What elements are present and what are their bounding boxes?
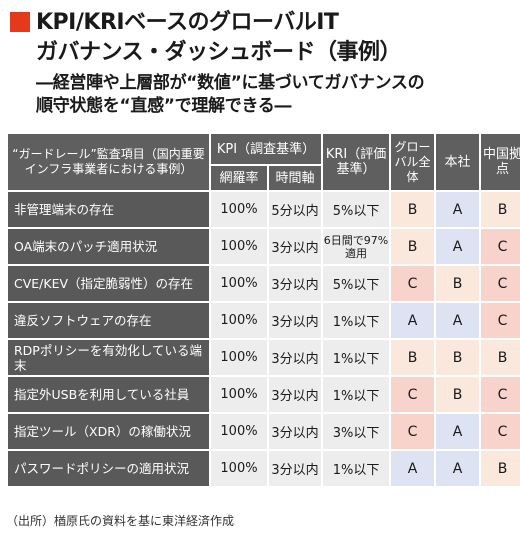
- title-block: KPI/KRIベースのグローバルIT ガバナンス・ダッシュボード（事例）: [10, 8, 515, 68]
- time-axis-cell: 3分以内: [269, 266, 322, 301]
- coverage-cell: 100%: [211, 303, 267, 338]
- time-axis-cell: 3分以内: [269, 414, 322, 449]
- kri-cell: 5%以下: [323, 192, 390, 227]
- global-grade-cell: C: [391, 377, 435, 412]
- china-grade-cell: C: [481, 414, 520, 449]
- time-axis-cell: 3分以内: [269, 377, 322, 412]
- audit-item-cell: CVE/KEV（指定脆弱性）の存在: [8, 266, 209, 301]
- subtitle-line-1: ―経営陣や上層部が“数値”に基づいてガバナンスの: [36, 73, 425, 93]
- table-row: CVE/KEV（指定脆弱性）の存在 100% 3分以内 5%以下 C B C: [8, 266, 520, 301]
- source-note: （出所）楢原氏の資料を基に東洋経済作成: [6, 514, 235, 528]
- header-kri: KRI（評価基準）: [323, 134, 390, 190]
- hq-grade-cell: A: [436, 229, 480, 264]
- coverage-cell: 100%: [211, 229, 267, 264]
- china-grade-cell: C: [481, 303, 520, 338]
- global-grade-cell: C: [391, 266, 435, 301]
- header-hq: 本社: [436, 134, 480, 190]
- table-row: 非管理端末の存在 100% 5分以内 5%以下 B A B: [8, 192, 520, 227]
- time-axis-cell: 3分以内: [269, 229, 322, 264]
- hq-grade-cell: A: [436, 414, 480, 449]
- kri-cell: 1%以下: [323, 340, 390, 375]
- audit-item-cell: 非管理端末の存在: [8, 192, 209, 227]
- table-row: 指定外USBを利用している社員 100% 3分以内 1%以下 C B C: [8, 377, 520, 412]
- china-grade-cell: C: [481, 266, 520, 301]
- audit-item-cell: 指定外USBを利用している社員: [8, 377, 209, 412]
- hq-grade-cell: B: [436, 340, 480, 375]
- china-grade-cell: B: [481, 192, 520, 227]
- audit-item-cell: OA端末のパッチ適用状況: [8, 229, 209, 264]
- coverage-cell: 100%: [211, 266, 267, 301]
- kri-cell: 1%以下: [323, 303, 390, 338]
- table-row: OA端末のパッチ適用状況 100% 3分以内 6日間で97%適用 B A C: [8, 229, 520, 264]
- global-grade-cell: B: [391, 340, 435, 375]
- time-axis-cell: 3分以内: [269, 451, 322, 486]
- coverage-cell: 100%: [211, 451, 267, 486]
- header-time-axis: 時間軸: [269, 166, 322, 190]
- audit-item-cell: パスワードポリシーの適用状況: [8, 451, 209, 486]
- global-grade-cell: A: [391, 451, 435, 486]
- global-grade-cell: B: [391, 229, 435, 264]
- china-grade-cell: C: [481, 229, 520, 264]
- kri-cell: 1%以下: [323, 377, 390, 412]
- coverage-cell: 100%: [211, 340, 267, 375]
- china-grade-cell: B: [481, 340, 520, 375]
- time-axis-cell: 3分以内: [269, 340, 322, 375]
- kri-cell: 3%以下: [323, 414, 390, 449]
- global-grade-cell: C: [391, 414, 435, 449]
- china-grade-cell: B: [481, 451, 520, 486]
- kri-cell: 1%以下: [323, 451, 390, 486]
- coverage-cell: 100%: [211, 377, 267, 412]
- hq-grade-cell: A: [436, 303, 480, 338]
- hq-grade-cell: B: [436, 377, 480, 412]
- china-grade-cell: C: [481, 377, 520, 412]
- global-grade-cell: A: [391, 303, 435, 338]
- header-china: 中国拠点: [481, 134, 520, 190]
- kri-cell: 5%以下: [323, 266, 390, 301]
- header-kpi: KPI（調査基準）: [211, 134, 322, 164]
- hq-grade-cell: B: [436, 266, 480, 301]
- audit-item-cell: 違反ソフトウェアの存在: [8, 303, 209, 338]
- time-axis-cell: 3分以内: [269, 303, 322, 338]
- header-audit-item: “ガードレール”監査項目（国内重要インフラ事業者における事例）: [8, 134, 209, 190]
- header-coverage: 網羅率: [211, 166, 267, 190]
- title-line-1: KPI/KRIベースのグローバルIT: [36, 10, 339, 35]
- time-axis-cell: 5分以内: [269, 192, 322, 227]
- table-row: 指定ツール（XDR）の稼働状況 100% 3分以内 3%以下 C A C: [8, 414, 520, 449]
- coverage-cell: 100%: [211, 192, 267, 227]
- governance-table: “ガードレール”監査項目（国内重要インフラ事業者における事例） KPI（調査基準…: [6, 132, 520, 488]
- title-marker: [10, 12, 30, 32]
- subtitle-line-2: 順守状態を“直感”で理解できる―: [36, 96, 292, 116]
- global-grade-cell: B: [391, 192, 435, 227]
- kri-cell: 6日間で97%適用: [323, 229, 390, 264]
- table-row: RDPポリシーを有効化している端末 100% 3分以内 1%以下 B B B: [8, 340, 520, 375]
- hq-grade-cell: A: [436, 451, 480, 486]
- table-row: パスワードポリシーの適用状況 100% 3分以内 1%以下 A A B: [8, 451, 520, 486]
- audit-item-cell: RDPポリシーを有効化している端末: [8, 340, 209, 375]
- subtitle: ―経営陣や上層部が“数値”に基づいてガバナンスの 順守状態を“直感”で理解できる…: [36, 72, 516, 118]
- header-global: グローバル全体: [391, 134, 435, 190]
- coverage-cell: 100%: [211, 414, 267, 449]
- table-row: 違反ソフトウェアの存在 100% 3分以内 1%以下 A A C: [8, 303, 520, 338]
- audit-item-cell: 指定ツール（XDR）の稼働状況: [8, 414, 209, 449]
- title-line-2: ガバナンス・ダッシュボード（事例）: [36, 40, 402, 65]
- hq-grade-cell: A: [436, 192, 480, 227]
